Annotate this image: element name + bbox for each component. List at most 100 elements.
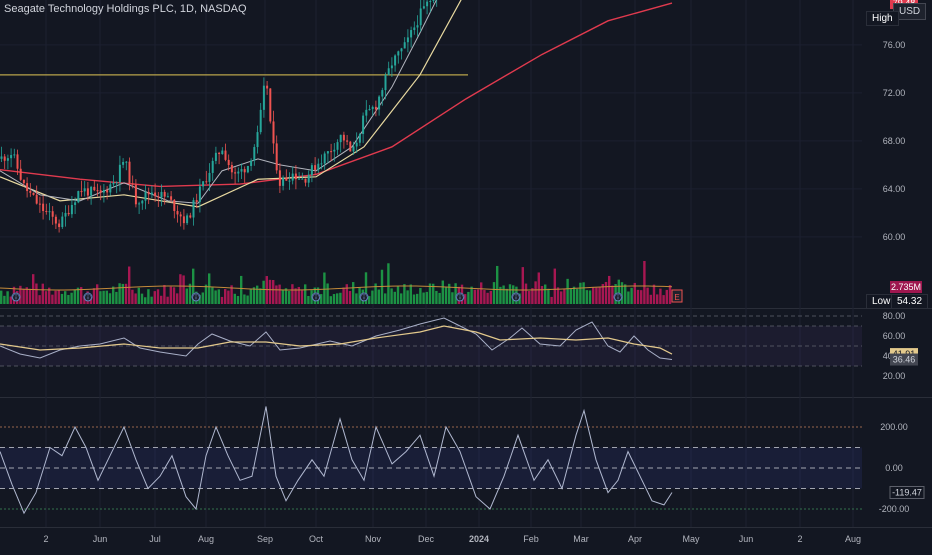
volume-bar [483,290,486,304]
volume-bar [323,272,326,304]
event-marker [311,292,321,302]
volume-bar [0,290,3,304]
volume-bar [22,288,25,304]
candle-body [26,183,29,192]
candle-body [266,85,269,89]
volume-bar [348,291,352,304]
volume-bar [304,284,307,304]
rsi-tick-label: 60.00 [883,331,906,341]
x-tick-label: 2 [797,534,802,544]
candle-body [35,194,38,204]
candle-body [230,165,233,173]
volume-bar [35,283,38,304]
currency-button[interactable]: USD [893,3,927,20]
candle-body [355,142,358,147]
rsi-value-label: 36.46 [893,355,916,365]
volume-bar [608,275,611,304]
volume-bar [105,290,108,304]
x-tick-label: Jul [149,534,161,544]
volume-bar [80,287,83,304]
candle-body [61,216,64,228]
candle-body [58,223,61,228]
candle-body [182,216,185,224]
volume-bar [230,285,233,304]
volume-bar [480,282,483,304]
candle-body [86,188,89,196]
volume-bar [441,280,444,304]
volume-bar [422,292,425,304]
candle-body [70,204,73,215]
volume-bar [99,291,102,304]
volume-bar [364,272,368,304]
candle-body [214,152,217,161]
volume-bar [352,282,355,304]
volume-bar [163,284,166,304]
candle-body [403,42,406,49]
event-marker-label: ⓘ [615,294,622,302]
event-marker-label: ⓘ [313,294,320,302]
candle-body [237,171,240,174]
volume-bar [134,293,137,304]
volume-bar [124,283,128,304]
candle-body [394,55,397,66]
volume-bar [396,286,400,304]
candle-body [19,168,22,180]
candle-body [310,165,313,176]
candle-body [54,216,57,224]
volume-bar [326,283,329,304]
volume-bar [176,293,179,304]
volume-bar [160,295,163,304]
volume-bar [617,279,620,304]
volume-bar [406,290,409,304]
volume-bar [64,291,67,304]
volume-bar [585,290,588,304]
volume-bar [569,288,572,304]
volume-bar [646,287,649,304]
volume-bar [240,275,243,304]
candle-body [275,143,278,171]
volume-bar [652,284,656,304]
candle-body [227,159,230,166]
candle-body [294,173,297,180]
cci-tick-label: 200.00 [880,422,908,432]
volume-bar [592,287,595,304]
candle-body [410,30,413,38]
candle-body [250,160,253,166]
volume-bar [550,296,553,304]
volume-bar [41,283,44,304]
candle-body [234,172,237,174]
volume-bar [150,296,153,304]
candle-body [413,27,416,31]
candle-body [106,190,109,193]
volume-bar [204,284,208,304]
candle-body [32,192,35,195]
candle-body [205,181,208,183]
volume-bar [438,292,441,304]
volume-bar [544,284,547,304]
volume-bar [128,266,131,304]
candle-body [67,212,70,215]
y-tick-label: 64.00 [883,184,906,194]
volume-bar [403,284,406,304]
candle-body [93,186,96,191]
volume-bar [268,279,272,304]
earnings-marker [671,289,683,303]
volume-bar [179,274,182,304]
volume-bar [19,285,22,304]
volume-bar [659,288,662,304]
volume-bar [489,290,492,304]
candle-body [112,182,115,185]
volume-bar [496,265,499,304]
event-marker-label: ⓘ [361,294,368,302]
candle-body [221,150,224,155]
candle-body [352,146,355,152]
volume-bar [137,287,140,304]
volume-bar [217,289,220,304]
candle-body [131,183,134,185]
volume-bar [508,284,512,304]
candle-body [13,154,16,156]
x-tick-label: 2024 [469,534,489,544]
volume-bar [297,286,300,304]
volume-bar [502,285,505,304]
